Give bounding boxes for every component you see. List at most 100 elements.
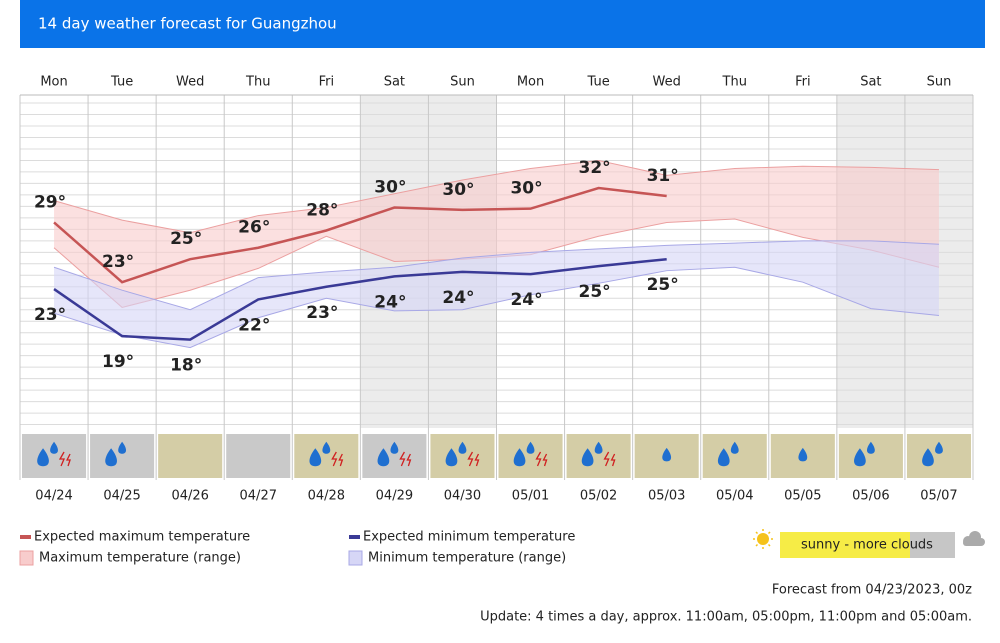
date-label: 05/05 — [784, 489, 821, 504]
legend-cloud — [963, 531, 985, 546]
date-label: 04/29 — [376, 489, 413, 504]
icon-box — [430, 434, 495, 478]
legend-label: Expected maximum temperature — [34, 530, 250, 545]
value-label: 24° — [442, 288, 474, 308]
drop — [922, 448, 934, 467]
weather-icon — [158, 434, 223, 478]
weather-icon — [498, 434, 563, 478]
icon-box — [498, 434, 563, 478]
value-label: 32° — [579, 158, 611, 178]
legend-range-swatch — [348, 550, 363, 566]
header-title: 14 day weather forecast for Guangzhou — [38, 15, 337, 33]
value-label: 23° — [102, 252, 134, 272]
thunder — [399, 451, 412, 467]
drop — [118, 441, 127, 454]
value-label: 23° — [306, 303, 338, 323]
date-label: 05/03 — [648, 489, 685, 504]
legend-label: Minimum temperature (range) — [368, 551, 566, 566]
range-upper — [53, 159, 939, 234]
value-label: 24° — [510, 290, 542, 310]
value-label: 25° — [579, 282, 611, 302]
icon-box — [90, 434, 155, 478]
icon-box — [838, 434, 903, 478]
value-label: 25° — [170, 229, 202, 249]
day-label: Thu — [245, 75, 270, 90]
date-label: 05/02 — [580, 489, 617, 504]
day-label: Wed — [176, 75, 204, 90]
value-label: 31° — [647, 166, 679, 186]
day-label: Fri — [795, 75, 811, 90]
legend-label: Maximum temperature (range) — [39, 551, 241, 566]
drop — [377, 448, 390, 467]
date-label: 05/01 — [512, 489, 549, 504]
weather-icon — [362, 434, 427, 478]
value-label: 22° — [238, 315, 270, 335]
legend-label: Expected minimum temperature — [363, 530, 575, 545]
weather-icon — [838, 434, 903, 478]
thunder — [58, 451, 71, 467]
legend-sun — [753, 529, 773, 549]
weather-icon — [906, 434, 971, 478]
drop — [581, 448, 594, 467]
weather-icon — [22, 434, 87, 478]
value-label: 25° — [647, 275, 679, 295]
drop — [37, 448, 49, 467]
footer-forecast: Forecast from 04/23/2023, 00z — [772, 583, 972, 598]
legend-line-swatch — [349, 535, 360, 539]
icon-box — [566, 434, 631, 478]
value-label: 19° — [102, 352, 134, 372]
date-label: 05/07 — [920, 489, 957, 504]
weather-icon — [634, 434, 699, 478]
value-label: 30° — [374, 178, 406, 198]
value-label: 18° — [170, 356, 202, 376]
thunder — [467, 451, 480, 467]
date-label: 04/30 — [444, 489, 481, 504]
date-label: 04/27 — [240, 489, 277, 504]
legend-key-label: sunny - more clouds — [801, 538, 933, 553]
value-label: 28° — [306, 200, 338, 220]
drop — [730, 441, 739, 454]
drop — [594, 441, 603, 454]
drop — [105, 448, 117, 467]
range-area — [54, 240, 939, 348]
range-area — [54, 160, 939, 308]
date-label: 04/25 — [103, 489, 140, 504]
value-label: 24° — [374, 292, 406, 312]
weather-icon — [566, 434, 631, 478]
weather-icon — [430, 434, 495, 478]
drop — [854, 448, 866, 467]
day-label: Sun — [927, 75, 952, 90]
value-label: 30° — [510, 179, 542, 199]
value-label: 30° — [442, 180, 474, 200]
day-label: Tue — [110, 75, 133, 90]
drop — [390, 441, 399, 454]
drop — [322, 441, 331, 454]
drop — [50, 441, 58, 454]
weather-icon — [770, 434, 835, 478]
date-label: 04/24 — [35, 489, 72, 504]
day-label: Tue — [586, 75, 609, 90]
date-label: 05/04 — [716, 489, 753, 504]
drop — [662, 447, 672, 462]
legend-line-swatch — [20, 535, 31, 539]
day-label: Wed — [653, 75, 681, 90]
legend-key-right — [910, 532, 955, 558]
drop — [935, 441, 943, 454]
thunder — [331, 451, 344, 467]
icon-box — [22, 434, 87, 478]
thunder — [603, 451, 616, 467]
drop — [798, 447, 808, 462]
drop — [309, 448, 322, 467]
weather-icon — [226, 434, 291, 478]
icon-box — [158, 434, 223, 478]
weather-icon — [90, 434, 155, 478]
date-label: 05/06 — [852, 489, 889, 504]
icon-box — [362, 434, 427, 478]
thunder — [535, 451, 548, 467]
header-bar — [20, 0, 985, 48]
footer-update: Update: 4 times a day, approx. 11:00am, … — [480, 610, 972, 625]
day-label: Sat — [860, 75, 881, 90]
date-label: 04/28 — [308, 489, 345, 504]
drop — [513, 448, 526, 467]
plot — [19, 94, 974, 480]
